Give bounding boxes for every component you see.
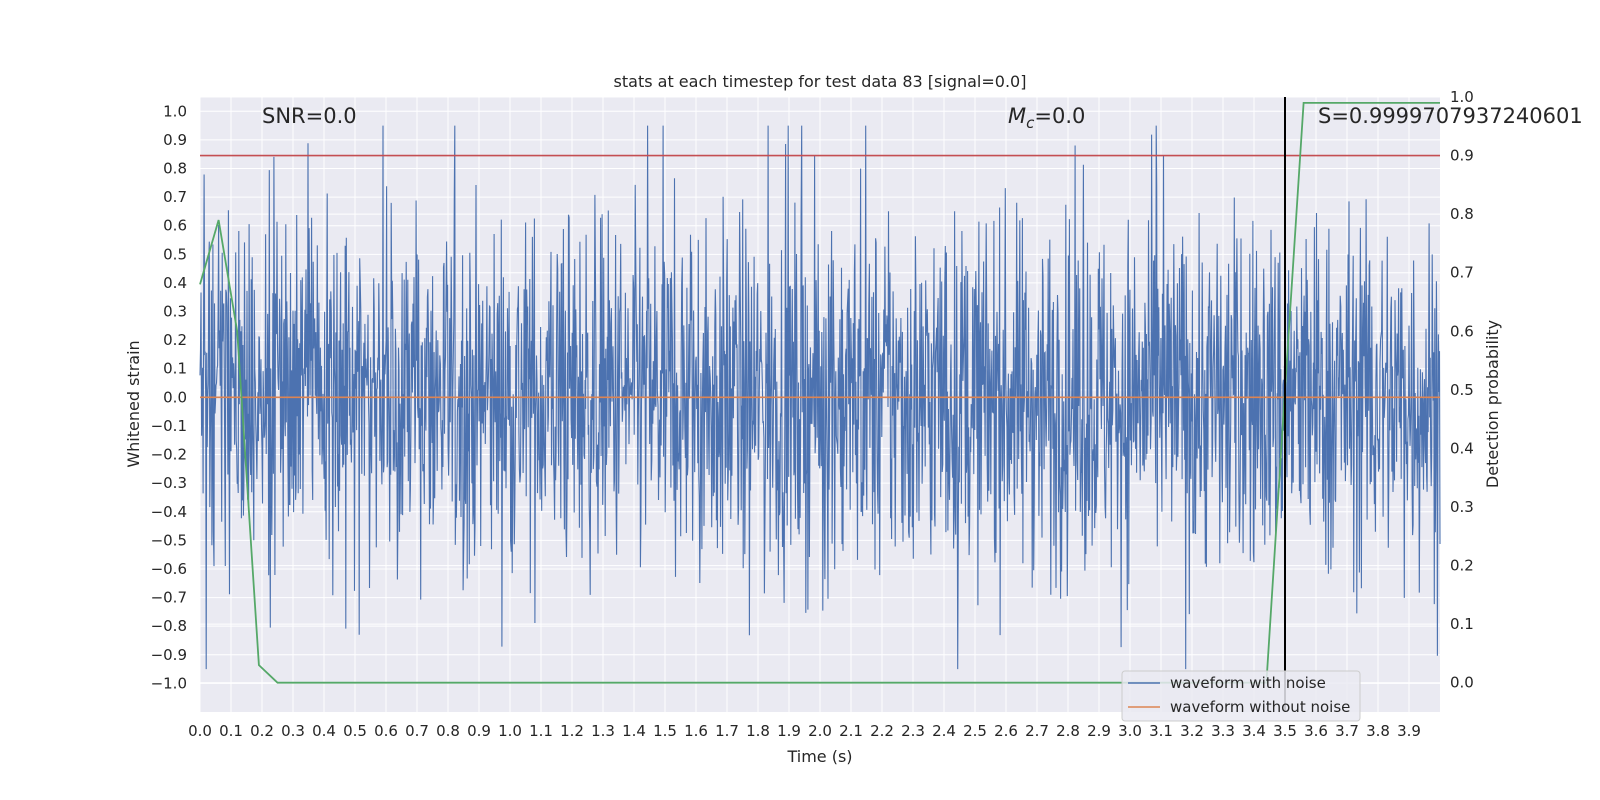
y-tick-label: −0.1 [151,417,187,435]
x-tick-label: 1.5 [653,722,677,740]
x-tick-label: 2.3 [901,722,925,740]
x-tick-label: 3.8 [1366,722,1390,740]
x-tick-label: 0.3 [281,722,305,740]
y-tick-label: −0.5 [151,531,187,549]
x-tick-label: 0.4 [312,722,336,740]
x-tick-label: 2.6 [994,722,1018,740]
x-tick-label: 2.2 [870,722,894,740]
waveform-with-noise-series [199,125,1441,670]
x-tick-label: 2.9 [1087,722,1111,740]
y2-tick-label: 0.4 [1450,439,1474,457]
y-tick-labels: 1.0 0.9 0.8 0.7 0.6 0.5 0.4 0.3 0.2 0.1 0.0 −0.1 −0.… [151,102,187,692]
x-tick-label: 3.6 [1304,722,1328,740]
y-tick-label: −0.6 [151,560,187,578]
x-tick-label: 1.7 [715,722,739,740]
x-tick-label: 3.9 [1397,722,1421,740]
y-tick-label: −0.4 [151,503,187,521]
y-tick-label: 0.6 [163,217,187,235]
x-tick-label: 0.7 [405,722,429,740]
overlay-lines [199,97,1440,712]
y-tick-label: 0.7 [163,188,187,206]
y-tick-label: 0.0 [163,388,187,406]
x-tick-label: 3.1 [1149,722,1173,740]
chirp-mass-annotation: Mc=0.0 [1008,104,1085,132]
s-annotation: S=0.9999707937240601 [1318,104,1583,128]
y2-tick-labels: 1.0 0.9 0.8 0.7 0.6 0.5 0.4 0.3 0.2 0.1 0.0 [1450,88,1474,692]
x-tick-label: 2.7 [1025,722,1049,740]
x-tick-label: 0.6 [374,722,398,740]
legend-label-without-noise: waveform without noise [1170,698,1350,716]
y2-tick-label: 0.0 [1450,674,1474,692]
x-tick-label: 3.0 [1118,722,1142,740]
y-tick-label: 0.4 [163,274,187,292]
y2-tick-label: 0.1 [1450,615,1474,633]
x-tick-label: 0.9 [467,722,491,740]
y2-tick-label: 0.2 [1450,557,1474,575]
x-tick-label: 1.0 [498,722,522,740]
y-tick-label: −0.8 [151,617,187,635]
legend: waveform with noise waveform without noi… [1121,670,1361,722]
y-tick-label: 0.2 [163,331,187,349]
y-tick-label: 1.0 [163,102,187,120]
x-tick-label: 0.5 [343,722,367,740]
x-tick-label: 2.4 [932,722,956,740]
y-axis-label: Whitened strain [124,340,143,467]
x-tick-label: 1.3 [591,722,615,740]
x-tick-label: 0.1 [219,722,243,740]
y2-tick-label: 0.7 [1450,264,1474,282]
y-tick-label: 0.3 [163,303,187,321]
x-tick-label: 2.1 [839,722,863,740]
y-tick-label: 0.8 [163,160,187,178]
x-tick-label: 3.3 [1211,722,1235,740]
x-tick-label: 0.2 [250,722,274,740]
x-tick-label: 3.7 [1335,722,1359,740]
y-tick-label: −0.7 [151,589,187,607]
x-tick-label: 2.8 [1056,722,1080,740]
x-tick-label: 1.2 [560,722,584,740]
y-tick-label: −0.9 [151,646,187,664]
x-tick-label: 0.8 [436,722,460,740]
x-tick-label: 1.8 [746,722,770,740]
y-tick-label: 0.1 [163,360,187,378]
y-tick-label: 0.9 [163,131,187,149]
y2-tick-label: 0.5 [1450,381,1474,399]
x-tick-label: 1.1 [529,722,553,740]
chart-title: stats at each timestep for test data 83 … [614,72,1027,91]
x-tick-label: 0.0 [188,722,212,740]
detection-probability-line [199,102,1440,684]
legend-box [1121,670,1361,722]
x-tick-label: 3.4 [1242,722,1266,740]
x-tick-label: 1.6 [684,722,708,740]
x-tick-label: 3.2 [1180,722,1204,740]
x-tick-label: 3.5 [1273,722,1297,740]
y-tick-label: −1.0 [151,674,187,692]
legend-label-with-noise: waveform with noise [1170,674,1326,692]
y-tick-label: 0.5 [163,245,187,263]
x-tick-label: 2.5 [963,722,987,740]
y2-axis-label: Detection probability [1483,320,1502,488]
y2-tick-label: 0.8 [1450,205,1474,223]
noise-waveform-line [199,125,1441,670]
x-axis-label: Time (s) [786,747,852,766]
x-tick-label: 1.9 [777,722,801,740]
y-tick-label: −0.2 [151,446,187,464]
x-tick-labels: 0.0 0.1 0.2 0.3 0.4 0.5 0.6 0.7 0.8 0.9 1.0 1.1 1.2 1… [188,722,1421,740]
x-tick-label: 2.0 [808,722,832,740]
y2-tick-label: 0.9 [1450,147,1474,165]
y2-tick-label: 0.6 [1450,322,1474,340]
y-tick-label: −0.3 [151,474,187,492]
x-tick-label: 1.4 [622,722,646,740]
y2-tick-label: 1.0 [1450,88,1474,106]
snr-annotation: SNR=0.0 [262,104,357,128]
y2-tick-label: 0.3 [1450,498,1474,516]
